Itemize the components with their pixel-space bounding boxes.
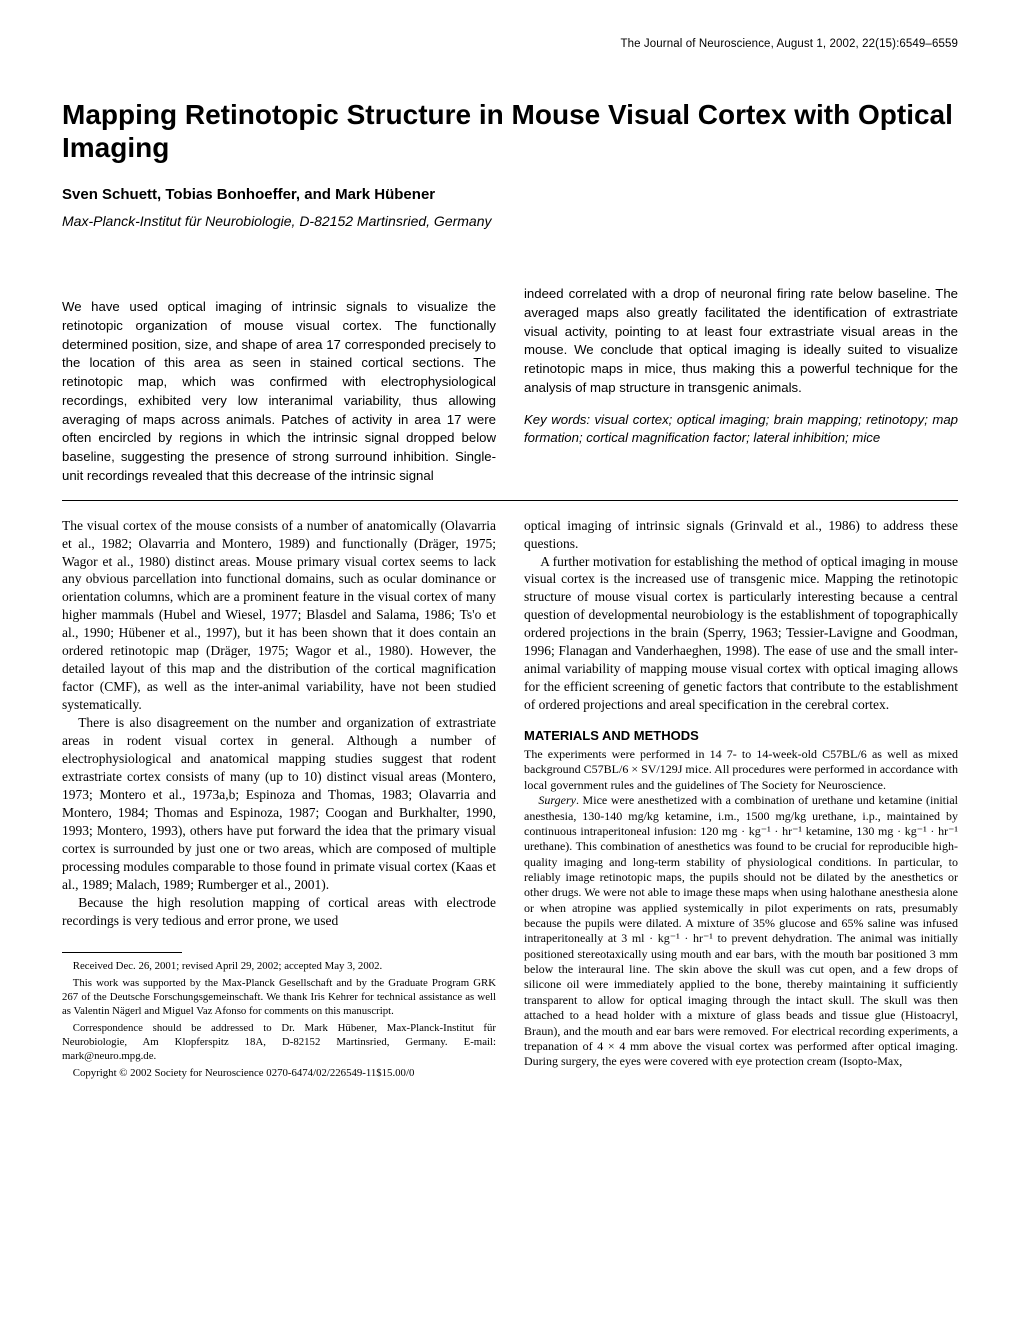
footnote-received: Received Dec. 26, 2001; revised April 29… — [62, 959, 496, 973]
footnote-correspondence: Correspondence should be addressed to Dr… — [62, 1021, 496, 1063]
intro-continued: optical imaging of intrinsic signals (Gr… — [524, 517, 958, 714]
keywords: Key words: visual cortex; optical imagin… — [524, 411, 958, 448]
methods-surgery-text: . Mice were anesthetized with a combinat… — [524, 793, 958, 1068]
page: The Journal of Neuroscience, August 1, 2… — [0, 0, 1020, 1130]
methods-surgery-label: Surgery — [538, 793, 576, 807]
journal-header: The Journal of Neuroscience, August 1, 2… — [62, 38, 958, 50]
methods-surgery: Surgery. Mice were anesthetized with a c… — [524, 793, 958, 1069]
affiliation-line: Max-Planck-Institut für Neurobiologie, D… — [62, 213, 958, 229]
abstract-rule — [62, 500, 958, 501]
keywords-text: visual cortex; optical imaging; brain ma… — [524, 412, 958, 446]
abstract-block: We have used optical imaging of intrinsi… — [62, 285, 958, 486]
intro-section: The visual cortex of the mouse consists … — [62, 517, 496, 930]
footnote-acknowledgments: This work was supported by the Max-Planc… — [62, 976, 496, 1018]
intro-p4: optical imaging of intrinsic signals (Gr… — [524, 517, 958, 553]
footnote-rule — [62, 952, 182, 953]
footnote-copyright: Copyright © 2002 Society for Neuroscienc… — [62, 1066, 496, 1080]
keywords-label: Key words: — [524, 412, 590, 427]
methods-body: The experiments were performed in 14 7- … — [524, 747, 958, 1070]
intro-p5: A further motivation for establishing th… — [524, 553, 958, 715]
intro-p1: The visual cortex of the mouse consists … — [62, 517, 496, 714]
intro-p2: There is also disagreement on the number… — [62, 714, 496, 894]
body-columns: The visual cortex of the mouse consists … — [62, 517, 958, 1080]
abstract-para-2: indeed correlated with a drop of neurona… — [524, 285, 958, 397]
methods-heading: MATERIALS AND METHODS — [524, 728, 958, 743]
abstract-para-1: We have used optical imaging of intrinsi… — [62, 298, 496, 485]
intro-p3: Because the high resolution mapping of c… — [62, 894, 496, 930]
footnote-block: Received Dec. 26, 2001; revised April 29… — [62, 952, 496, 1080]
article-title: Mapping Retinotopic Structure in Mouse V… — [62, 98, 958, 164]
footnotes: Received Dec. 26, 2001; revised April 29… — [62, 959, 496, 1080]
methods-lead: The experiments were performed in 14 7- … — [524, 747, 958, 793]
authors-line: Sven Schuett, Tobias Bonhoeffer, and Mar… — [62, 186, 958, 203]
